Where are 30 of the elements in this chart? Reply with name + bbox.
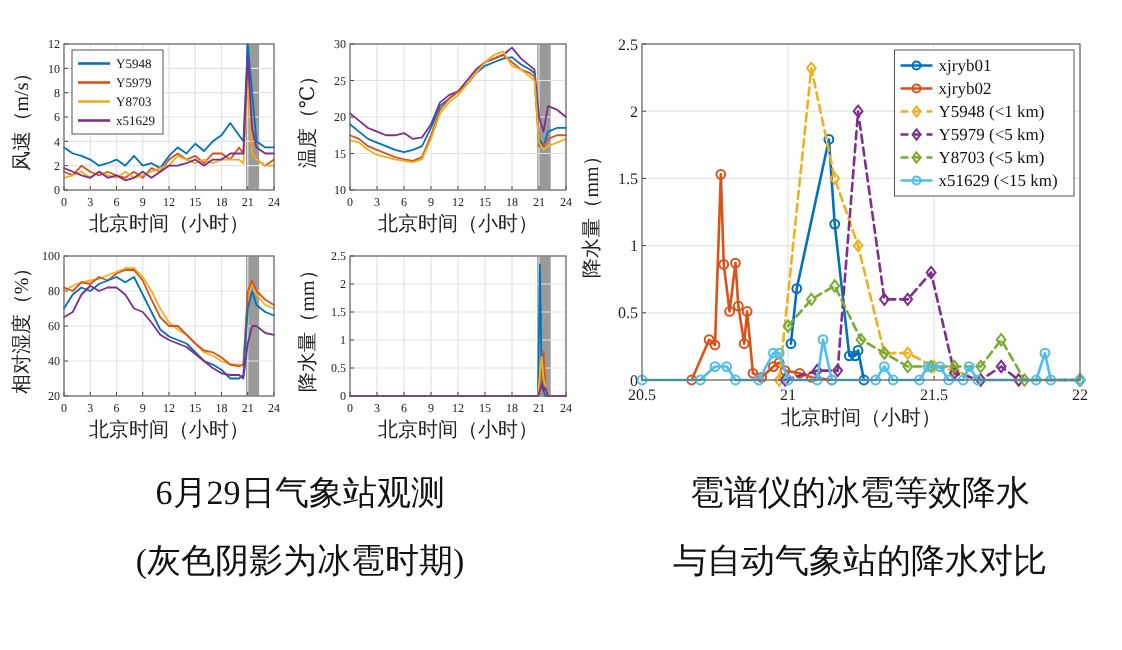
- legend-label: xjryb01: [938, 55, 992, 76]
- y-tick-label: 0: [630, 371, 638, 390]
- legend-label: xjryb02: [938, 78, 992, 99]
- x-tick-label: 21: [780, 386, 796, 404]
- y-tick-label: 2.5: [618, 35, 638, 54]
- x-axis-title: 北京时间（小时）: [378, 212, 538, 236]
- y-axis-title: 相对湿度（%）: [10, 257, 34, 395]
- y-axis-title: 风速（m/s）: [10, 62, 34, 172]
- y-axis-title: 降水量（mm）: [296, 260, 320, 392]
- text: 与自动气象站的降水对比: [673, 542, 1047, 580]
- x-axis-title: 北京时间（小时）: [89, 212, 249, 236]
- x-axis-title: 北京时间（小时）: [378, 418, 538, 442]
- text: 6月29日气象站观测: [155, 474, 445, 512]
- x-axis-title: 北京时间（小时）: [781, 406, 941, 430]
- text: 雹谱仪的冰雹等效降水: [690, 474, 1030, 512]
- y-tick-label: 2: [630, 102, 638, 121]
- legend-label: x51629 (<15 km): [938, 170, 1058, 191]
- text: (灰色阴影为冰雹时期): [135, 542, 465, 580]
- y-axis-title: 降水量（mm）: [580, 146, 604, 278]
- legend-label: Y5979 (<5 km): [938, 124, 1045, 145]
- y-tick-label: 1.5: [618, 170, 638, 188]
- x-tick-label: 21.5: [920, 386, 948, 404]
- x-tick-label: 20.5: [628, 386, 656, 404]
- y-axis-title: 温度（℃）: [296, 65, 320, 169]
- legend-label: Y8703 (<5 km): [938, 147, 1045, 168]
- legend-label: Y5948 (<1 km): [938, 101, 1045, 122]
- y-tick-label: 1: [630, 237, 638, 256]
- y-tick-label: 0.5: [618, 304, 638, 323]
- x-axis-title: 北京时间（小时）: [89, 418, 249, 442]
- x-tick-label: 22: [1072, 386, 1088, 404]
